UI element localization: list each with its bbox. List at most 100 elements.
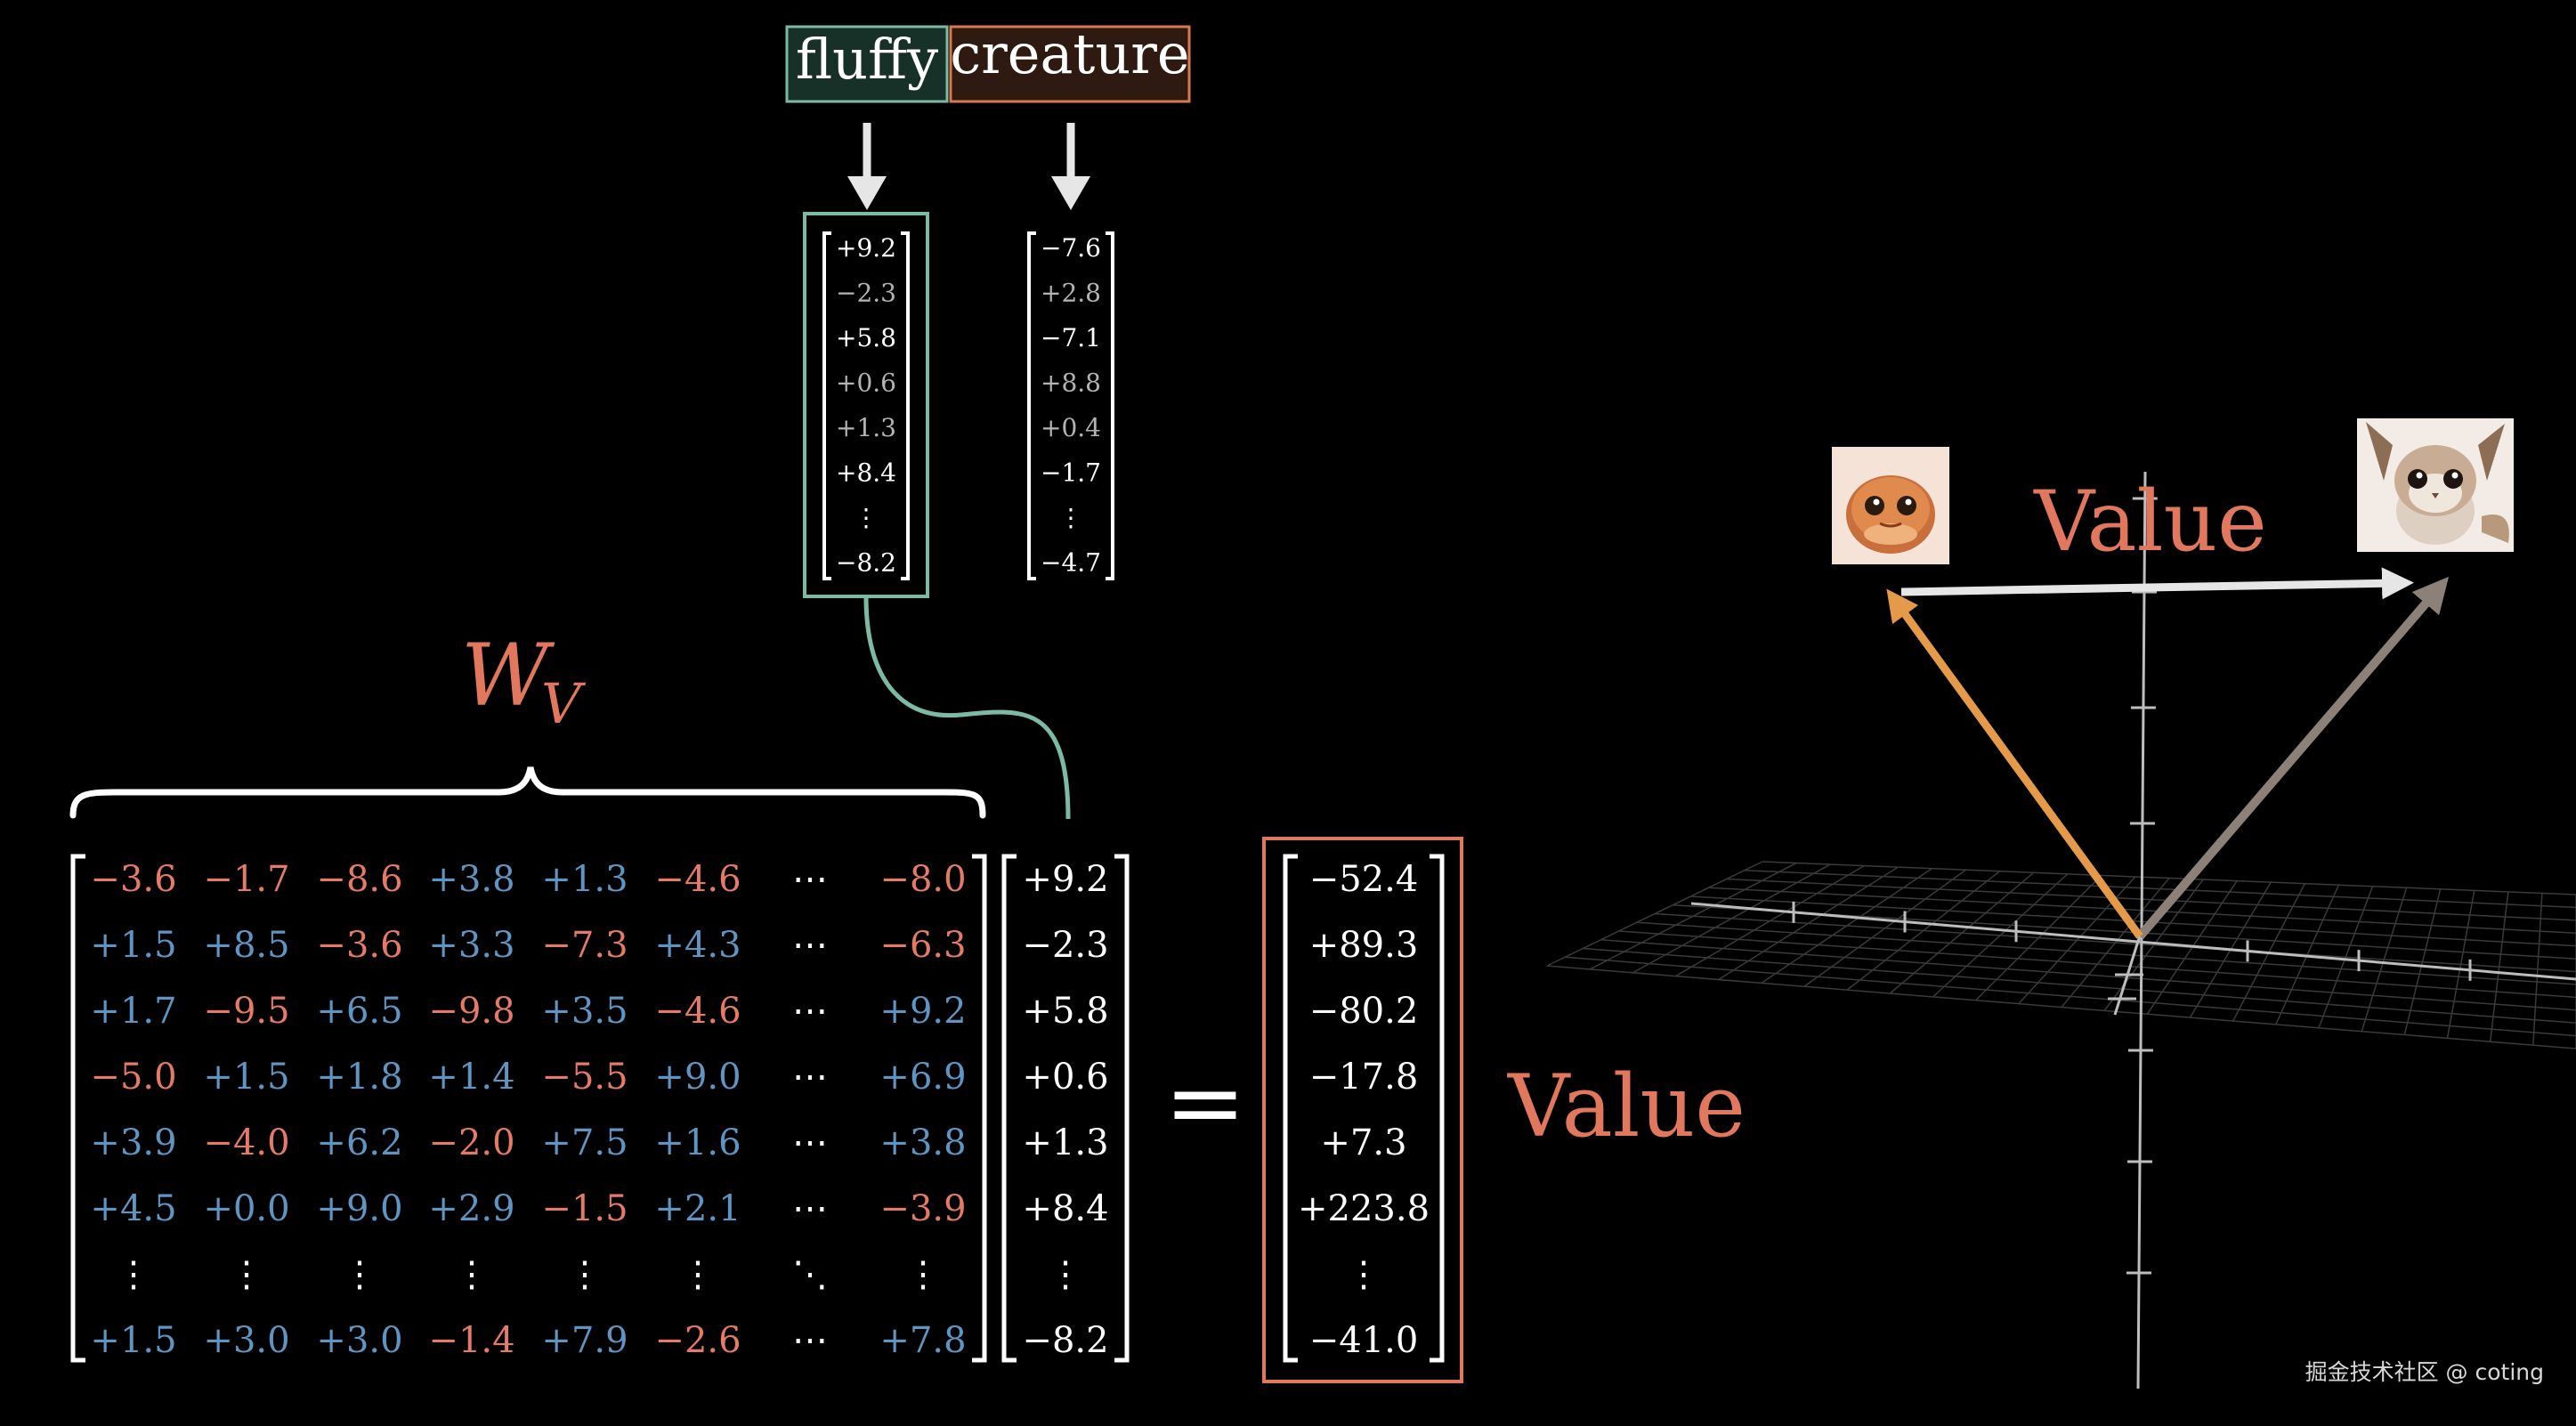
result-cell: +89.3: [1309, 925, 1419, 966]
fluffy-creature-icon: [2357, 418, 2514, 552]
input-cell: +0.6: [1022, 1057, 1108, 1098]
matrix-cell: ⋯: [792, 1122, 828, 1163]
matrix-cell: +3.5: [541, 991, 628, 1032]
result-cell: −52.4: [1309, 859, 1419, 900]
left-bracket: [824, 233, 831, 579]
value-difference-arrow: [1901, 583, 2398, 592]
matrix-cell: ⋮: [229, 1254, 264, 1295]
matrix-cell: +2.9: [428, 1188, 514, 1229]
matrix-cell: +7.8: [879, 1320, 966, 1361]
embedding-cell: +2.8: [1041, 279, 1101, 308]
embedding-cell: +1.3: [836, 413, 896, 442]
matrix-cell: −3.9: [879, 1188, 966, 1229]
matrix-cell: −8.0: [879, 859, 966, 900]
matrix-cell: +1.3: [541, 859, 628, 900]
matrix-cell: −1.7: [203, 859, 289, 900]
input-cell: −8.2: [1022, 1320, 1108, 1361]
grid-line: [1727, 879, 2576, 920]
right-bracket: [901, 233, 908, 579]
matrix-cell: +1.7: [90, 991, 176, 1032]
result-label: Value: [1507, 1057, 1746, 1156]
embedding-cell: +5.8: [836, 323, 896, 352]
grid-line: [1547, 966, 2576, 1049]
matrix-cell: +6.2: [316, 1122, 402, 1163]
matrix-cell: −2.6: [654, 1320, 741, 1361]
token-creature: creature: [950, 21, 1189, 101]
embedding-cell: −1.7: [1041, 458, 1101, 488]
matrix-cell: ⋯: [792, 1057, 828, 1098]
matrix-cell: +3.0: [203, 1320, 289, 1361]
result-highlight-box: [1264, 839, 1462, 1381]
embedding-cell: −7.6: [1041, 233, 1101, 263]
embedding-vector-fluffy: +9.2−2.3+5.8+0.6+1.3+8.4⋮−8.2: [824, 233, 908, 579]
matrix-cell: −8.6: [316, 859, 402, 900]
matrix-cell: −5.0: [90, 1057, 176, 1098]
matrix-cell: +4.3: [654, 925, 741, 966]
grid-line: [1583, 949, 2576, 1024]
matrix-cell: ⋮: [342, 1254, 377, 1295]
matrix-cell: ⋯: [792, 991, 828, 1032]
embedding-cell: ⋮: [1058, 503, 1083, 532]
matrix-label: W V: [461, 626, 587, 736]
matrix-cell: ⋯: [792, 925, 828, 966]
right-bracket: [1430, 856, 1442, 1360]
matrix-label-sub: V: [541, 671, 587, 736]
matrix-cell: −4.0: [203, 1122, 289, 1163]
input-cell: +9.2: [1022, 859, 1108, 900]
right-bracket: [1114, 856, 1127, 1360]
result-cell: −17.8: [1309, 1057, 1419, 1098]
matrix-cell: +7.5: [541, 1122, 628, 1163]
matrix-cell: −4.6: [654, 991, 741, 1032]
down-arrow-icon: [1051, 123, 1090, 210]
matrix-cell: +1.5: [90, 1320, 176, 1361]
matrix-cell: ⋯: [792, 1188, 828, 1229]
embedding-cell: +9.2: [836, 233, 896, 263]
embedding-cell: −7.1: [1041, 323, 1101, 352]
result-cell: ⋮: [1346, 1254, 1381, 1295]
result-cell: −41.0: [1309, 1320, 1419, 1361]
grid-line: [1637, 922, 2576, 984]
round-creature-icon: [1832, 447, 1949, 564]
matrix-cell: +1.8: [316, 1057, 402, 1098]
plot-value-label: Value: [2033, 474, 2267, 571]
connector-curve: [866, 596, 1068, 819]
matrix-cell: +9.0: [316, 1188, 402, 1229]
embedding-cell: +0.6: [836, 369, 896, 398]
matrix-cell: +6.5: [316, 991, 402, 1032]
matrix-cell: −1.5: [541, 1188, 628, 1229]
matrix-cell: +6.9: [879, 1057, 966, 1098]
matrix-cell: +7.9: [541, 1320, 628, 1361]
down-arrow-icon: [847, 123, 887, 210]
matrix-cell: +8.5: [203, 925, 289, 966]
input-cell: +1.3: [1022, 1122, 1108, 1163]
matrix-cell: ⋮: [116, 1254, 151, 1295]
matrix-cell: −2.0: [428, 1122, 514, 1163]
matrix-cell: −3.6: [316, 925, 402, 966]
token-creature-label: creature: [950, 21, 1189, 86]
input-cell: ⋮: [1048, 1254, 1083, 1295]
right-bracket: [972, 856, 984, 1360]
input-cell: −2.3: [1022, 925, 1108, 966]
matrix-cell: ⋯: [792, 859, 828, 900]
matrix-cell: +3.0: [316, 1320, 402, 1361]
embedding-cell: ⋮: [854, 503, 879, 532]
right-bracket: [1106, 233, 1113, 579]
result-cell: +223.8: [1298, 1188, 1430, 1229]
matrix-cell: +1.4: [428, 1057, 514, 1098]
matrix-cell: +3.8: [428, 859, 514, 900]
matrix-cell: −5.5: [541, 1057, 628, 1098]
matrix-cell: ⋮: [905, 1254, 941, 1295]
matrix-cell: +1.5: [90, 925, 176, 966]
matrix-cell: +4.5: [90, 1188, 176, 1229]
matrix-cell: −9.8: [428, 991, 514, 1032]
matrix-cell: +3.3: [428, 925, 514, 966]
matrix-cell: +2.1: [654, 1188, 741, 1229]
matrix-cell: −7.3: [541, 925, 628, 966]
embedding-cell: +8.8: [1041, 369, 1101, 398]
matrix-cell: ⋯: [792, 1320, 828, 1361]
3d-plot: Value: [1547, 418, 2576, 1389]
left-bracket: [1004, 856, 1017, 1360]
embedding-cell: +8.4: [836, 458, 896, 488]
result-vector: −52.4+89.3−80.2−17.8+7.3+223.8⋮−41.0: [1285, 856, 1442, 1361]
